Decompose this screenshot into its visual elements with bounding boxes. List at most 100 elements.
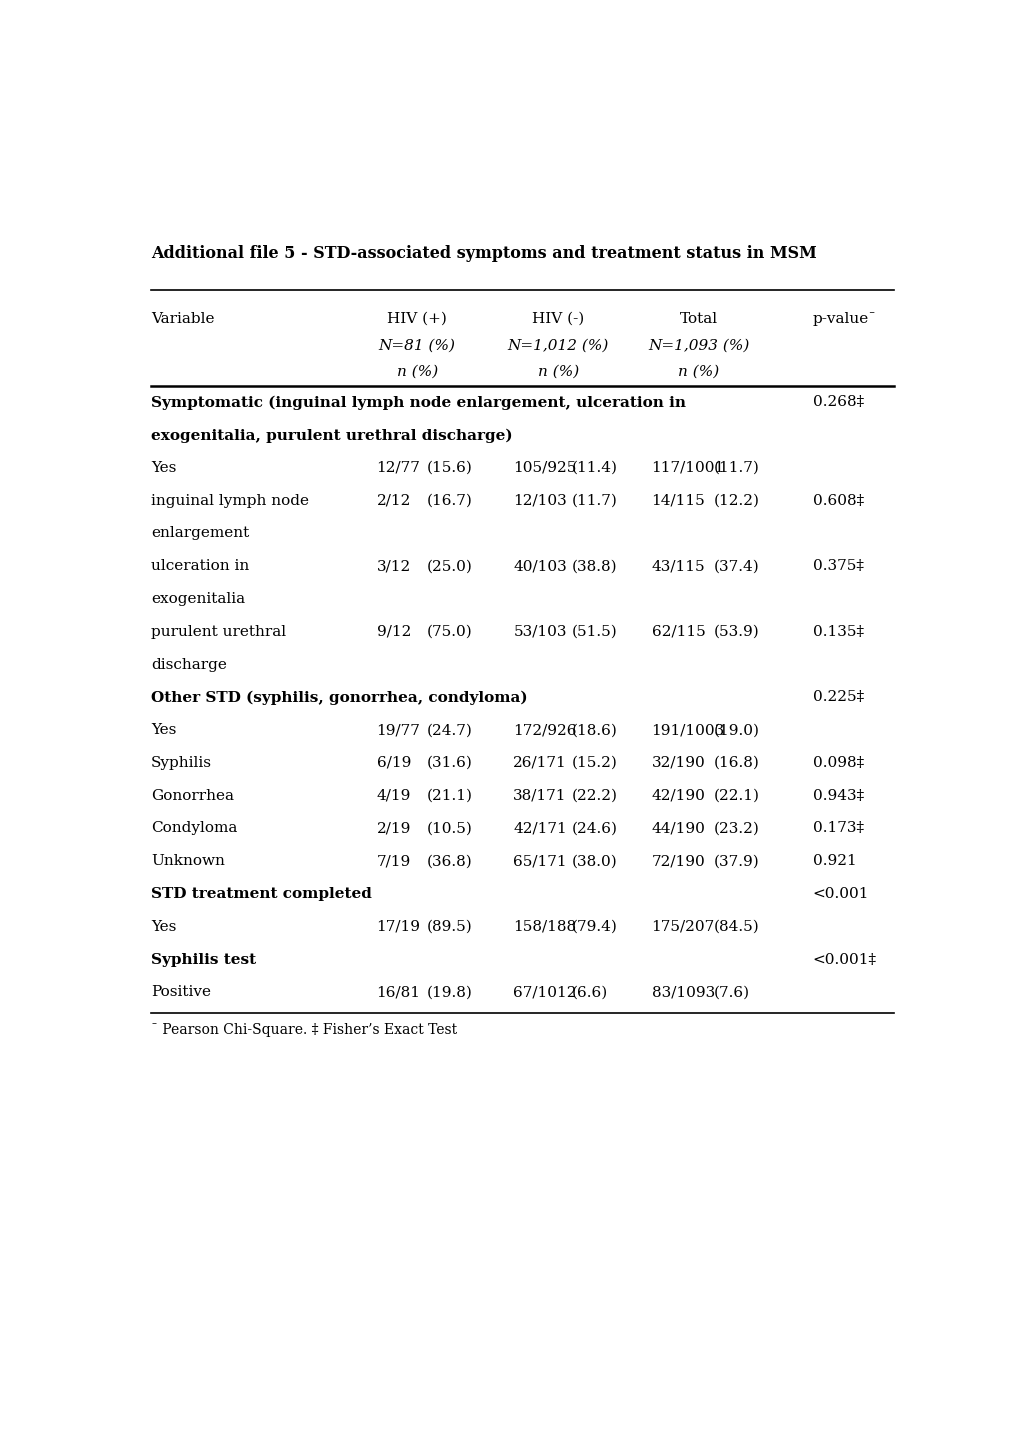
Text: 42/190: 42/190 — [651, 789, 705, 802]
Text: (19.8): (19.8) — [426, 986, 472, 1000]
Text: Other STD (syphilis, gonorrhea, condyloma): Other STD (syphilis, gonorrhea, condylom… — [151, 690, 527, 704]
Text: (75.0): (75.0) — [426, 625, 472, 639]
Text: 0.268‡: 0.268‡ — [812, 395, 863, 410]
Text: (6.6): (6.6) — [572, 986, 607, 1000]
Text: Positive: Positive — [151, 986, 211, 1000]
Text: (23.2): (23.2) — [713, 821, 759, 835]
Text: 9/12: 9/12 — [376, 625, 411, 639]
Text: ¯ Pearson Chi-Square. ‡ Fisher’s Exact Test: ¯ Pearson Chi-Square. ‡ Fisher’s Exact T… — [151, 1023, 457, 1036]
Text: 14/115: 14/115 — [651, 494, 705, 508]
Text: 2/12: 2/12 — [376, 494, 411, 508]
Text: (51.5): (51.5) — [572, 625, 616, 639]
Text: 3/12: 3/12 — [376, 560, 411, 573]
Text: 0.921: 0.921 — [812, 854, 856, 869]
Text: 0.135‡: 0.135‡ — [812, 625, 863, 639]
Text: Yes: Yes — [151, 919, 176, 934]
Text: <0.001‡: <0.001‡ — [812, 952, 876, 967]
Text: Gonorrhea: Gonorrhea — [151, 789, 234, 802]
Text: 0.225‡: 0.225‡ — [812, 690, 863, 704]
Text: inguinal lymph node: inguinal lymph node — [151, 494, 309, 508]
Text: 0.173‡: 0.173‡ — [812, 821, 863, 835]
Text: 2/19: 2/19 — [376, 821, 411, 835]
Text: discharge: discharge — [151, 658, 227, 671]
Text: (16.8): (16.8) — [713, 756, 759, 771]
Text: p-value¯: p-value¯ — [812, 312, 876, 326]
Text: 42/171: 42/171 — [513, 821, 567, 835]
Text: 17/19: 17/19 — [376, 919, 420, 934]
Text: enlargement: enlargement — [151, 527, 250, 541]
Text: HIV (-): HIV (-) — [532, 312, 584, 326]
Text: 53/103: 53/103 — [513, 625, 567, 639]
Text: Yes: Yes — [151, 723, 176, 737]
Text: 4/19: 4/19 — [376, 789, 411, 802]
Text: n (%): n (%) — [396, 364, 437, 378]
Text: Symptomatic (inguinal lymph node enlargement, ulceration in: Symptomatic (inguinal lymph node enlarge… — [151, 395, 686, 410]
Text: (7.6): (7.6) — [713, 986, 749, 1000]
Text: (25.0): (25.0) — [426, 560, 472, 573]
Text: 0.608‡: 0.608‡ — [812, 494, 863, 508]
Text: 12/77: 12/77 — [376, 460, 420, 475]
Text: (24.6): (24.6) — [572, 821, 618, 835]
Text: N=1,012 (%): N=1,012 (%) — [507, 339, 608, 352]
Text: (22.2): (22.2) — [572, 789, 618, 802]
Text: 175/207: 175/207 — [651, 919, 714, 934]
Text: 62/115: 62/115 — [651, 625, 705, 639]
Text: (16.7): (16.7) — [426, 494, 472, 508]
Text: (89.5): (89.5) — [426, 919, 472, 934]
Text: exogenitalia, purulent urethral discharge): exogenitalia, purulent urethral discharg… — [151, 429, 513, 443]
Text: exogenitalia: exogenitalia — [151, 592, 246, 606]
Text: (38.8): (38.8) — [572, 560, 616, 573]
Text: Additional file 5 - STD-associated symptoms and treatment status in MSM: Additional file 5 - STD-associated sympt… — [151, 245, 816, 263]
Text: 44/190: 44/190 — [651, 821, 705, 835]
Text: Yes: Yes — [151, 460, 176, 475]
Text: 105/925: 105/925 — [513, 460, 576, 475]
Text: (11.7): (11.7) — [572, 494, 618, 508]
Text: (10.5): (10.5) — [426, 821, 472, 835]
Text: N=1,093 (%): N=1,093 (%) — [647, 339, 749, 352]
Text: 0.943‡: 0.943‡ — [812, 789, 863, 802]
Text: (24.7): (24.7) — [426, 723, 472, 737]
Text: Condyloma: Condyloma — [151, 821, 237, 835]
Text: 191/1003: 191/1003 — [651, 723, 725, 737]
Text: Unknown: Unknown — [151, 854, 225, 869]
Text: (37.4): (37.4) — [713, 560, 759, 573]
Text: 12/103: 12/103 — [513, 494, 567, 508]
Text: 38/171: 38/171 — [513, 789, 567, 802]
Text: 72/190: 72/190 — [651, 854, 705, 869]
Text: 19/77: 19/77 — [376, 723, 420, 737]
Text: 83/1093: 83/1093 — [651, 986, 714, 1000]
Text: (18.6): (18.6) — [572, 723, 618, 737]
Text: (37.9): (37.9) — [713, 854, 759, 869]
Text: 0.375‡: 0.375‡ — [812, 560, 863, 573]
Text: (79.4): (79.4) — [572, 919, 618, 934]
Text: n (%): n (%) — [678, 364, 718, 378]
Text: Syphilis: Syphilis — [151, 756, 212, 771]
Text: (11.7): (11.7) — [713, 460, 759, 475]
Text: (84.5): (84.5) — [713, 919, 759, 934]
Text: Variable: Variable — [151, 312, 215, 326]
Text: (22.1): (22.1) — [713, 789, 759, 802]
Text: STD treatment completed: STD treatment completed — [151, 887, 372, 900]
Text: 117/1001: 117/1001 — [651, 460, 725, 475]
Text: 40/103: 40/103 — [513, 560, 567, 573]
Text: 26/171: 26/171 — [513, 756, 567, 771]
Text: 0.098‡: 0.098‡ — [812, 756, 863, 771]
Text: (31.6): (31.6) — [426, 756, 472, 771]
Text: Syphilis test: Syphilis test — [151, 952, 256, 967]
Text: ulceration in: ulceration in — [151, 560, 250, 573]
Text: 43/115: 43/115 — [651, 560, 704, 573]
Text: (11.4): (11.4) — [572, 460, 618, 475]
Text: 7/19: 7/19 — [376, 854, 411, 869]
Text: N=81 (%): N=81 (%) — [378, 339, 455, 352]
Text: (21.1): (21.1) — [426, 789, 472, 802]
Text: (15.6): (15.6) — [426, 460, 472, 475]
Text: (38.0): (38.0) — [572, 854, 616, 869]
Text: 67/1012: 67/1012 — [513, 986, 576, 1000]
Text: (36.8): (36.8) — [426, 854, 472, 869]
Text: HIV (+): HIV (+) — [387, 312, 446, 326]
Text: 6/19: 6/19 — [376, 756, 411, 771]
Text: (19.0): (19.0) — [713, 723, 759, 737]
Text: (53.9): (53.9) — [713, 625, 759, 639]
Text: (15.2): (15.2) — [572, 756, 618, 771]
Text: 65/171: 65/171 — [513, 854, 567, 869]
